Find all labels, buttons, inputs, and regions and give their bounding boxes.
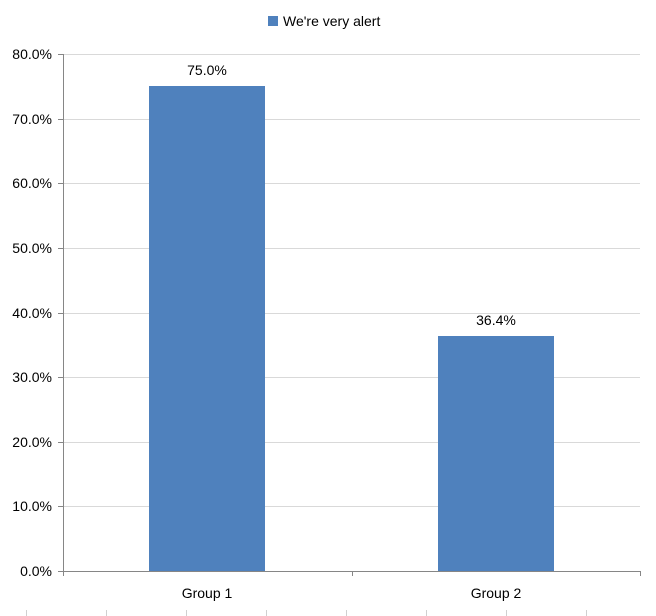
gridline <box>63 506 640 507</box>
bottom-edge-tick <box>426 610 427 616</box>
y-tick <box>58 54 63 55</box>
y-tick <box>58 571 63 572</box>
y-tick-label: 10.0% <box>12 498 52 514</box>
x-category-label: Group 2 <box>470 585 522 601</box>
y-tick <box>58 119 63 120</box>
gridline <box>63 442 640 443</box>
y-tick <box>58 506 63 507</box>
chart-legend: We're very alert <box>268 12 380 30</box>
y-tick-label: 30.0% <box>12 369 52 385</box>
gridline <box>63 54 640 55</box>
y-tick-label: 40.0% <box>12 305 52 321</box>
x-tick <box>352 571 353 576</box>
bottom-edge-tick <box>26 610 27 616</box>
bottom-edge-tick <box>106 610 107 616</box>
y-axis <box>63 54 64 576</box>
y-tick-label: 60.0% <box>12 175 52 191</box>
gridline <box>63 248 640 249</box>
y-tick <box>58 183 63 184</box>
bar-group-1 <box>149 86 265 571</box>
bottom-edge-tick <box>186 610 187 616</box>
y-tick <box>58 313 63 314</box>
y-tick-label: 0.0% <box>20 563 52 579</box>
x-tick <box>63 571 64 576</box>
y-tick-label: 80.0% <box>12 46 52 62</box>
bottom-edge-tick <box>346 610 347 616</box>
bottom-edge-tick <box>266 610 267 616</box>
bottom-edge-tick <box>506 610 507 616</box>
gridline <box>63 377 640 378</box>
x-category-label: Group 1 <box>181 585 233 601</box>
bar-group-2 <box>438 336 554 571</box>
y-tick <box>58 248 63 249</box>
legend-label: We're very alert <box>283 13 381 29</box>
bottom-edge-tick <box>586 610 587 616</box>
y-tick <box>58 377 63 378</box>
y-tick-label: 50.0% <box>12 240 52 256</box>
gridline <box>63 183 640 184</box>
gridline <box>63 119 640 120</box>
legend-swatch <box>268 16 278 26</box>
data-label: 75.0% <box>187 62 227 78</box>
y-tick-label: 70.0% <box>12 111 52 127</box>
gridline <box>63 313 640 314</box>
y-tick-label: 20.0% <box>12 434 52 450</box>
data-label: 36.4% <box>476 312 516 328</box>
y-tick <box>58 442 63 443</box>
x-tick <box>640 571 641 576</box>
